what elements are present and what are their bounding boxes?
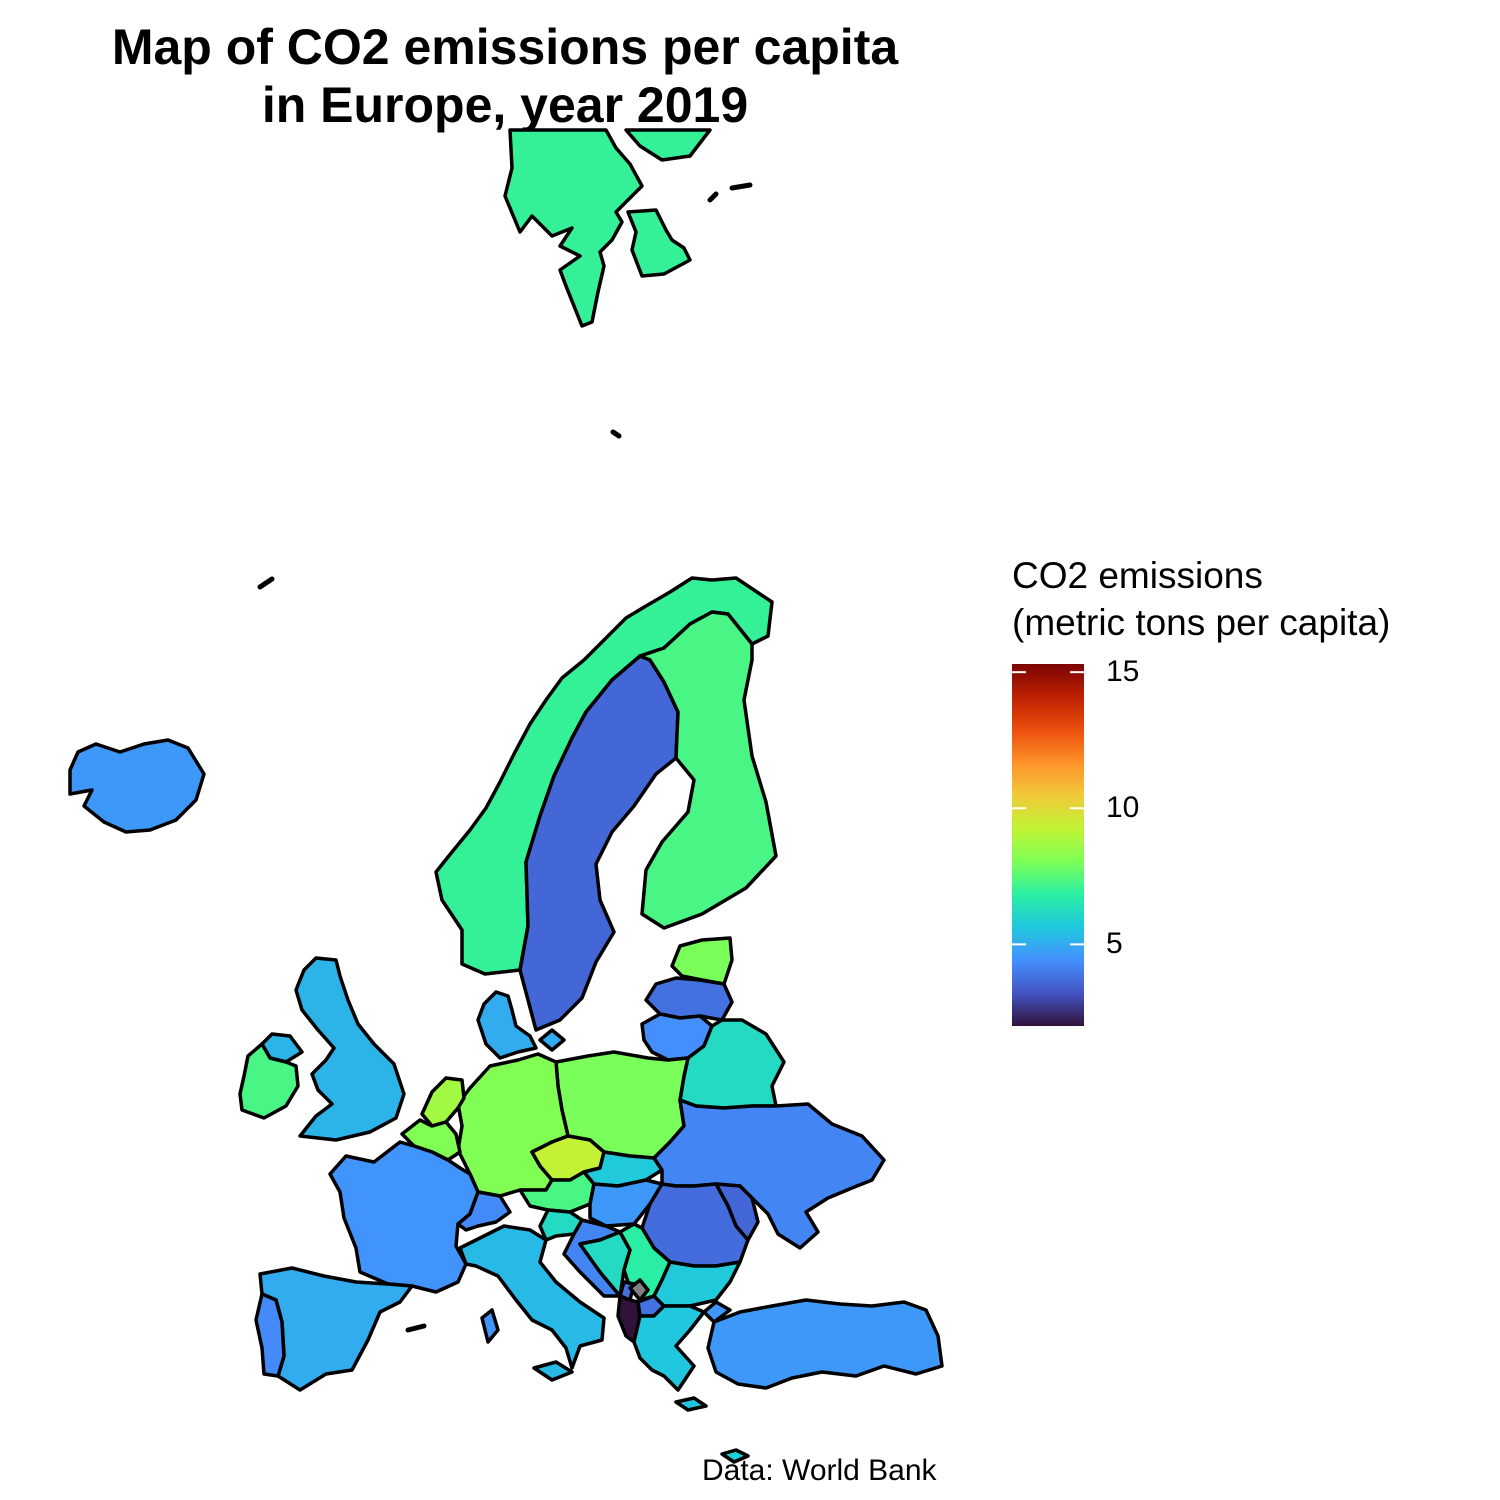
map-title: Map of CO2 emissions per capita in Europ…	[0, 18, 1010, 134]
data-source-caption: Data: World Bank	[702, 1454, 937, 1487]
legend-tick-label: 15	[1106, 655, 1140, 689]
legend-gradient	[1012, 664, 1084, 1026]
country-portugal	[254, 1292, 286, 1378]
country-united-kingdom	[260, 956, 406, 1142]
legend-title: CO2 emissions (metric tons per capita)	[1012, 552, 1390, 646]
country-slovenia	[538, 1208, 584, 1242]
country-cyprus	[720, 1448, 750, 1464]
sardinia-small-islets	[405, 1323, 427, 1333]
country-denmark	[476, 990, 566, 1060]
country-netherlands	[420, 1076, 466, 1128]
country-turkey	[702, 1298, 944, 1390]
country-finland	[638, 610, 778, 930]
svalbard-kong-karls-land	[707, 182, 753, 203]
country-iceland	[68, 738, 206, 834]
legend-tick-label: 5	[1106, 927, 1123, 961]
jan-mayen-island	[610, 429, 622, 439]
bear-island	[257, 576, 275, 590]
country-bulgaria	[652, 1260, 742, 1308]
country-switzerland	[456, 1190, 512, 1232]
country-italy	[458, 1224, 606, 1382]
legend-title-line-2: (metric tons per capita)	[1012, 602, 1391, 643]
europe-choropleth-map	[68, 128, 944, 1464]
legend-colorbar	[1012, 664, 1084, 1026]
legend-tick-label: 10	[1106, 791, 1140, 825]
country-svalbard	[503, 128, 712, 328]
country-greece	[632, 1304, 708, 1412]
legend-title-line-1: CO2 emissions	[1012, 555, 1263, 596]
country-ireland	[238, 1042, 300, 1120]
map-title-line-1: Map of CO2 emissions per capita	[111, 19, 899, 75]
country-kosovo	[628, 1278, 650, 1302]
map-title-line-2: in Europe, year 2019	[261, 77, 749, 133]
country-france	[328, 1140, 500, 1344]
